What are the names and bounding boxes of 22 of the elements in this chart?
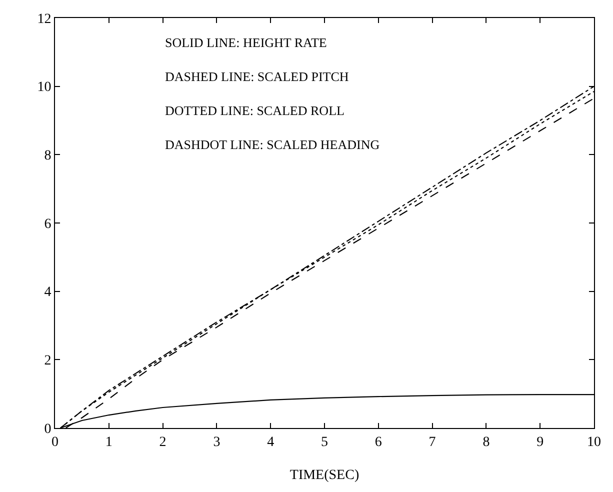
x-tick-label: 9 xyxy=(536,434,544,450)
y-tick-label: 4 xyxy=(44,285,52,300)
x-tick-label: 10 xyxy=(587,434,601,450)
x-tick-label: 1 xyxy=(105,434,112,450)
y-tick-label: 0 xyxy=(44,422,52,437)
x-tick-label: 8 xyxy=(482,434,490,450)
x-tick-label: 7 xyxy=(428,434,436,450)
y-tick-label: 8 xyxy=(44,148,52,164)
annotation: DOTTED LINE: SCALED ROLL xyxy=(165,103,345,118)
annotation: SOLID LINE: HEIGHT RATE xyxy=(165,35,327,50)
y-tick-label: 6 xyxy=(44,216,52,232)
annotation: DASHDOT LINE: SCALED HEADING xyxy=(165,137,380,152)
annotation: DASHED LINE: SCALED PITCH xyxy=(165,69,349,84)
x-tick-label: 3 xyxy=(213,434,220,450)
y-tick-label: 2 xyxy=(44,354,52,369)
x-axis-title: TIME(SEC) xyxy=(290,468,360,484)
x-tick-label: 6 xyxy=(374,434,382,450)
y-tick-label: 12 xyxy=(37,12,52,27)
x-tick-label: 2 xyxy=(159,434,166,450)
x-tick-label: 4 xyxy=(267,434,274,450)
x-tick-label: 5 xyxy=(321,434,328,450)
y-tick-label: 10 xyxy=(37,80,52,96)
